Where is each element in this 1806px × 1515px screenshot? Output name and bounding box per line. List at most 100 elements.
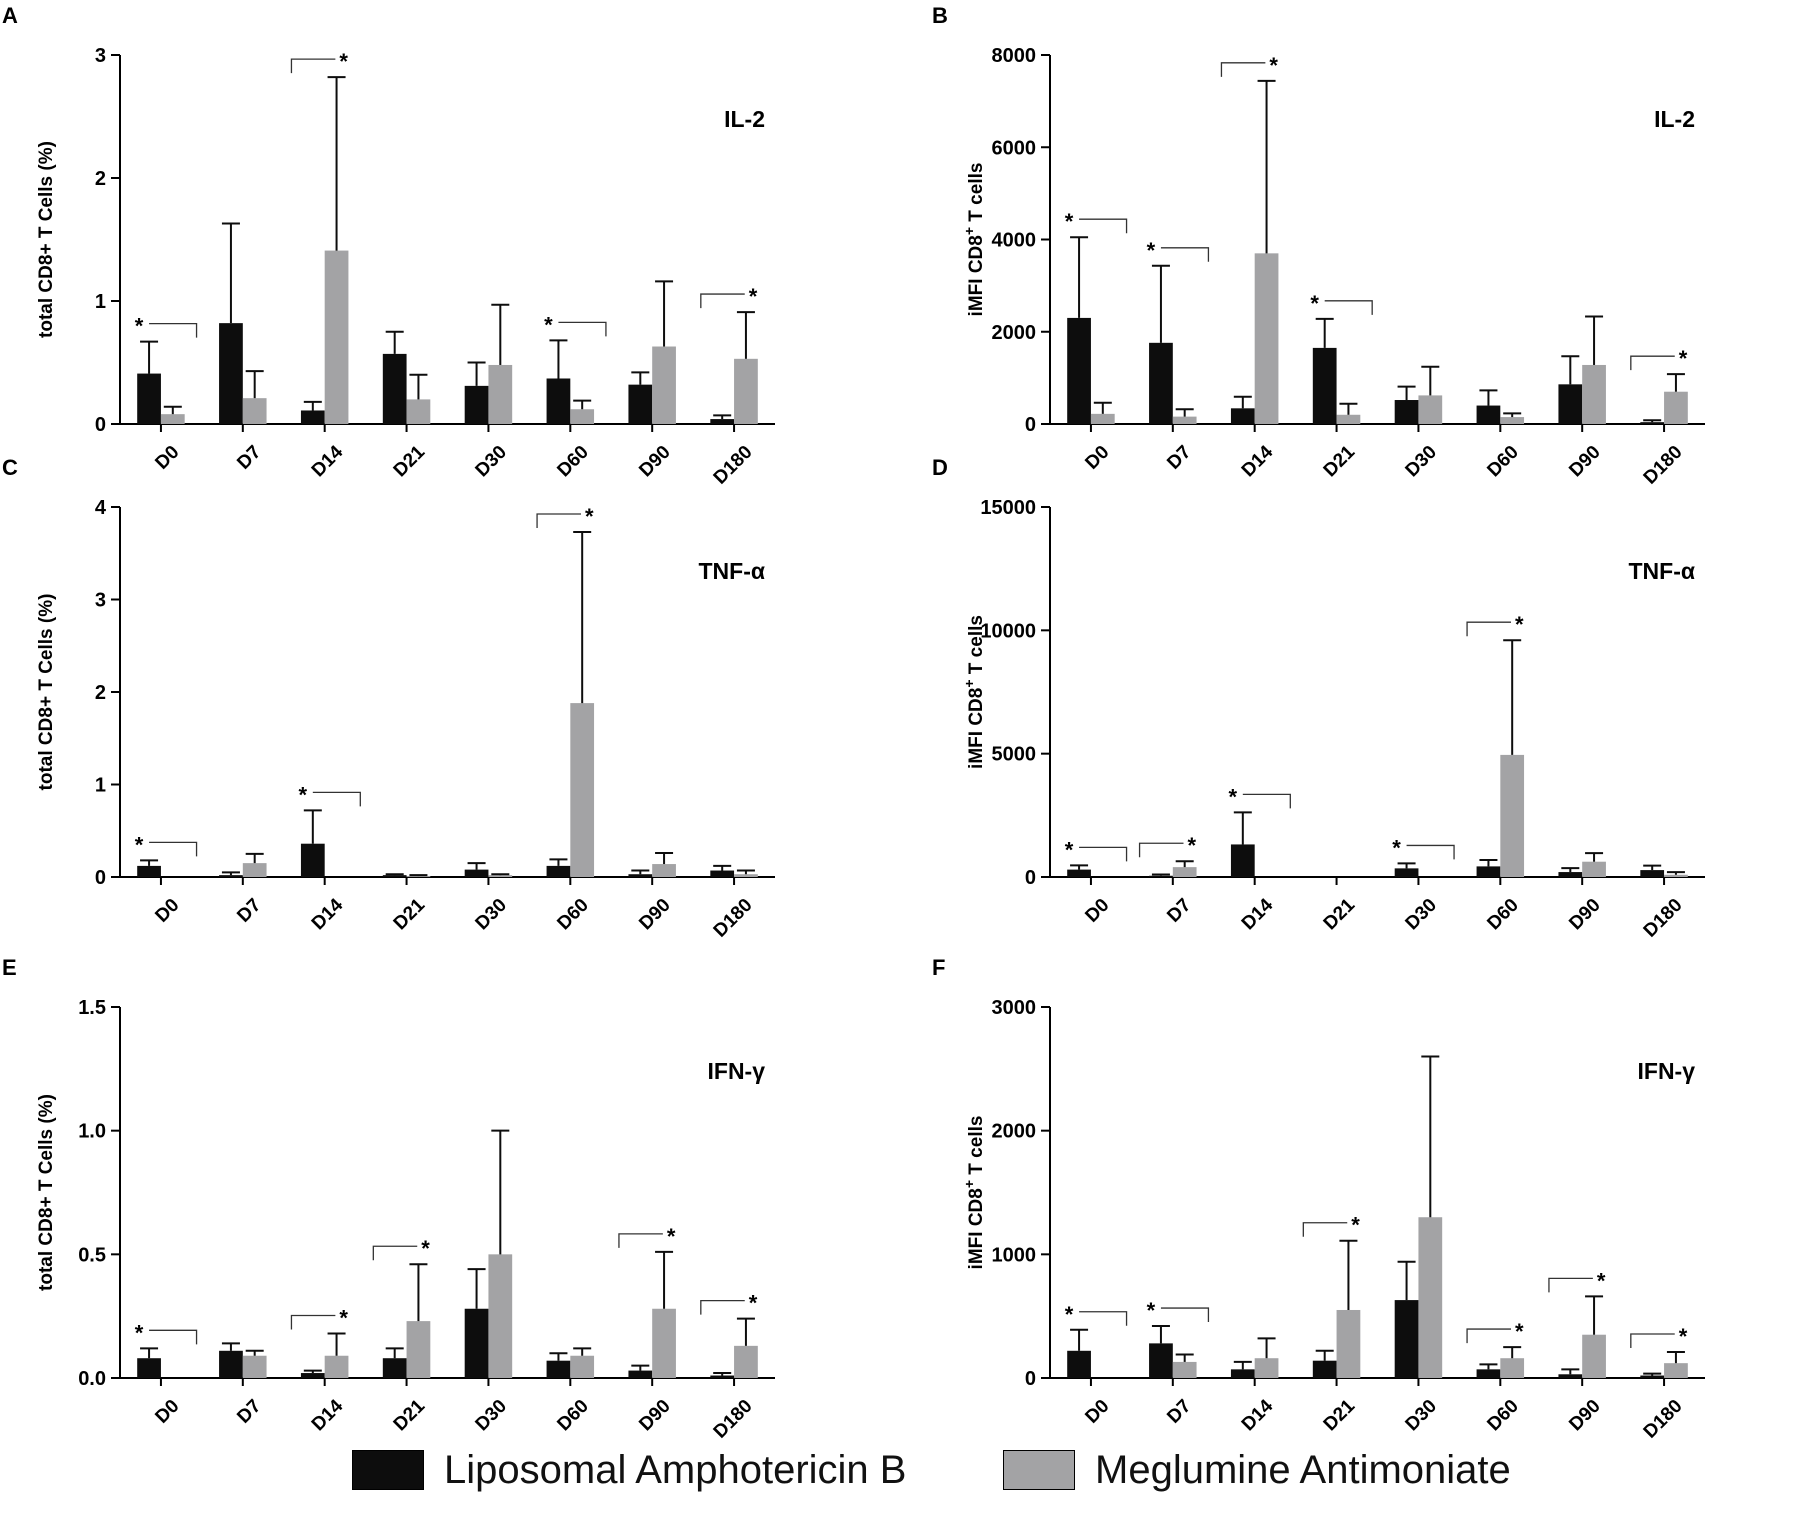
bar-ma bbox=[652, 346, 676, 424]
y-axis-label: iMFI CD8+ T cells bbox=[961, 615, 987, 769]
x-tick-label: D0 bbox=[151, 1396, 183, 1428]
significance-star: * bbox=[1229, 784, 1238, 809]
bar-ma bbox=[1172, 416, 1197, 424]
significance-star: * bbox=[544, 312, 553, 337]
x-tick-label: D60 bbox=[1483, 442, 1522, 481]
cytokine-label: IL-2 bbox=[724, 106, 765, 132]
panel-letter: C bbox=[2, 455, 18, 480]
bar-lamb bbox=[628, 1370, 653, 1378]
x-tick-label: D0 bbox=[1081, 1396, 1113, 1428]
x-tick-label: D14 bbox=[1238, 894, 1278, 934]
panel-letter: D bbox=[932, 455, 948, 480]
significance-star: * bbox=[1188, 833, 1197, 858]
bar-ma bbox=[488, 1254, 513, 1378]
y-tick-label: 3000 bbox=[992, 997, 1037, 1019]
x-tick-label: D60 bbox=[553, 895, 592, 934]
bar-lamb bbox=[300, 843, 325, 877]
panel-e: E 0.0 0.5 1.0 1.5 total CD8+ T Cells (%) IFN-γ… bbox=[2, 955, 775, 1443]
x-tick-label: D60 bbox=[1483, 895, 1522, 934]
bar-lamb bbox=[1394, 868, 1419, 877]
bar-lamb bbox=[1149, 875, 1173, 877]
x-tick-label: D14 bbox=[1238, 1395, 1278, 1435]
x-tick-label: D14 bbox=[308, 1395, 348, 1435]
bar-ma bbox=[734, 358, 758, 424]
bar-lamb bbox=[1312, 1360, 1337, 1378]
x-tick-label: D21 bbox=[390, 894, 430, 934]
y-tick-label: 4000 bbox=[992, 230, 1037, 252]
bar-ma bbox=[1582, 1334, 1606, 1378]
bar-ma bbox=[1582, 364, 1606, 424]
bar-lamb bbox=[300, 410, 325, 424]
bar-ma bbox=[570, 409, 595, 424]
bar-ma bbox=[1418, 1217, 1443, 1378]
significance-star: * bbox=[749, 284, 758, 309]
bar-lamb bbox=[1067, 869, 1091, 877]
significance-star: * bbox=[339, 1305, 348, 1330]
bar-lamb bbox=[1230, 408, 1255, 424]
panel-letter: B bbox=[932, 3, 948, 28]
bar-lamb bbox=[464, 869, 489, 877]
significance-star: * bbox=[1597, 1268, 1606, 1293]
cytokine-label: TNF-α bbox=[698, 558, 765, 584]
legend-swatch-lamb bbox=[352, 1450, 424, 1490]
y-axis-label: iMFI CD8+ T cells bbox=[961, 1116, 987, 1270]
x-tick-label: D60 bbox=[1483, 1396, 1522, 1435]
significance-bracket bbox=[536, 513, 581, 528]
significance-bracket bbox=[290, 1314, 336, 1330]
y-tick-label: 10000 bbox=[980, 620, 1036, 642]
bar-ma bbox=[1582, 861, 1606, 877]
bar-lamb bbox=[1067, 1350, 1091, 1378]
x-tick-label: D180 bbox=[710, 1396, 757, 1443]
bar-ma bbox=[1500, 754, 1525, 877]
x-tick-label: D0 bbox=[151, 895, 183, 927]
x-tick-label: D14 bbox=[308, 894, 348, 934]
y-tick-label: 1 bbox=[95, 291, 106, 313]
bar-ma bbox=[160, 414, 185, 424]
bar-ma bbox=[1500, 417, 1525, 424]
bar-ma bbox=[1418, 395, 1443, 424]
bar-lamb bbox=[546, 865, 571, 877]
significance-star: * bbox=[1065, 1302, 1074, 1327]
bar-lamb bbox=[219, 323, 243, 424]
bar-ma bbox=[1090, 413, 1115, 424]
legend-item-lamb: Liposomal Amphotericin B bbox=[352, 1440, 906, 1500]
x-tick-label: D30 bbox=[1402, 1396, 1441, 1435]
bar-ma bbox=[1172, 867, 1197, 877]
significance-star: * bbox=[585, 504, 594, 529]
significance-star: * bbox=[1269, 53, 1278, 78]
bar-ma bbox=[1664, 874, 1688, 877]
x-tick-label: D90 bbox=[1565, 442, 1604, 481]
bar-lamb bbox=[219, 1350, 243, 1378]
significance-bracket bbox=[1242, 793, 1291, 809]
x-tick-label: D7 bbox=[1163, 895, 1195, 927]
y-tick-label: 4 bbox=[95, 497, 107, 519]
bar-lamb bbox=[1476, 405, 1501, 424]
significance-bracket bbox=[700, 1299, 745, 1315]
significance-bracket bbox=[1548, 1277, 1593, 1293]
x-tick-label: D30 bbox=[472, 895, 511, 934]
significance-star: * bbox=[1392, 835, 1401, 860]
x-tick-label: D21 bbox=[1320, 894, 1360, 934]
legend-label-ma: Meglumine Antimoniate bbox=[1095, 1447, 1511, 1492]
bar-lamb bbox=[710, 419, 735, 424]
bar-ma bbox=[570, 1355, 595, 1378]
bar-lamb bbox=[137, 373, 161, 424]
y-tick-label: 8000 bbox=[992, 45, 1037, 67]
x-tick-label: D7 bbox=[233, 895, 265, 927]
significance-bracket bbox=[312, 791, 361, 807]
bar-lamb bbox=[628, 384, 653, 424]
bar-lamb bbox=[1230, 844, 1255, 877]
panel-b: B 0 2000 4000 6000 8000 iMFI CD8+ T cells IL-2 D… bbox=[932, 3, 1705, 489]
bar-lamb bbox=[1640, 870, 1665, 877]
significance-bracket bbox=[1079, 1311, 1128, 1326]
y-tick-label: 6000 bbox=[992, 137, 1037, 159]
x-tick-label: D90 bbox=[1565, 1396, 1604, 1435]
y-tick-label: 0 bbox=[95, 867, 106, 889]
y-tick-label: 0 bbox=[95, 414, 106, 436]
bar-lamb bbox=[137, 865, 161, 877]
significance-star: * bbox=[1515, 1319, 1524, 1344]
panel-letter: A bbox=[2, 3, 18, 28]
x-tick-label: D180 bbox=[1640, 1396, 1687, 1443]
bar-ma bbox=[1336, 414, 1361, 424]
